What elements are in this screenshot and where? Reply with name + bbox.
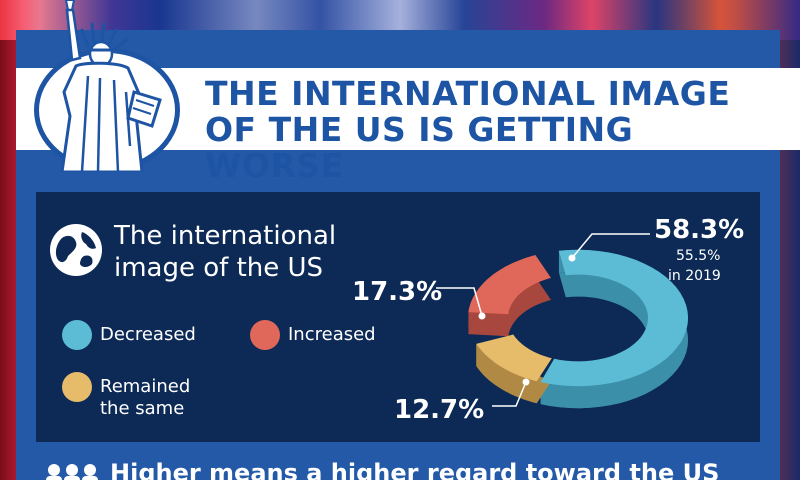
donut-callouts (436, 233, 650, 407)
slice-increased (468, 255, 551, 315)
callout-line-increased (436, 287, 483, 317)
slice-decreased (540, 249, 688, 387)
legend-item-decreased: Decreased (62, 320, 196, 350)
slice-label-increased: 17.3% (352, 277, 442, 307)
legend-swatch-remained (62, 372, 92, 402)
donut-tops (468, 249, 688, 387)
globe-icon (50, 224, 102, 276)
legend-item-increased: Increased (250, 320, 376, 350)
title-line-2: OF THE US IS GETTING WORSE (205, 110, 634, 185)
legend-label-decreased: Decreased (100, 324, 196, 345)
footer-text: Higher means a higher regard toward the … (110, 459, 720, 480)
callout-dot-remained (522, 378, 530, 386)
statue-of-liberty-icon (60, 0, 162, 172)
slice-remained (476, 334, 552, 382)
title-line-1: THE INTERNATIONAL IMAGE (205, 74, 731, 113)
callout-dot-decreased (568, 254, 576, 262)
page-title: THE INTERNATIONAL IMAGE OF THE US IS GET… (205, 76, 765, 184)
slice-note-decreased-line-2: in 2019 (668, 268, 721, 284)
slice-label-remained: 12.7% (394, 395, 484, 425)
chart-title: The international image of the US (114, 221, 337, 283)
callout-line-remained (492, 381, 527, 407)
callout-dot-increased (478, 312, 486, 320)
legend-label-increased: Increased (288, 324, 376, 345)
legend-label-remained-line-2: the same (100, 398, 185, 419)
legend-swatch-increased (250, 320, 280, 350)
slice-label-decreased: 58.3% (654, 215, 744, 245)
donut-chart: 58.3% 55.5% in 2019 17.3% 12.7% (352, 215, 744, 425)
legend-label-remained: Remained the same (100, 372, 190, 420)
slice-note-decreased-line-1: 55.5% (676, 248, 720, 264)
legend-label-remained-line-1: Remained (100, 376, 191, 397)
legend-swatch-decreased (62, 320, 92, 350)
people-icon (46, 464, 98, 480)
callout-line-decreased (571, 233, 650, 259)
legend-item-remained: Remained the same (62, 372, 190, 420)
slice-base-remained (476, 356, 552, 404)
